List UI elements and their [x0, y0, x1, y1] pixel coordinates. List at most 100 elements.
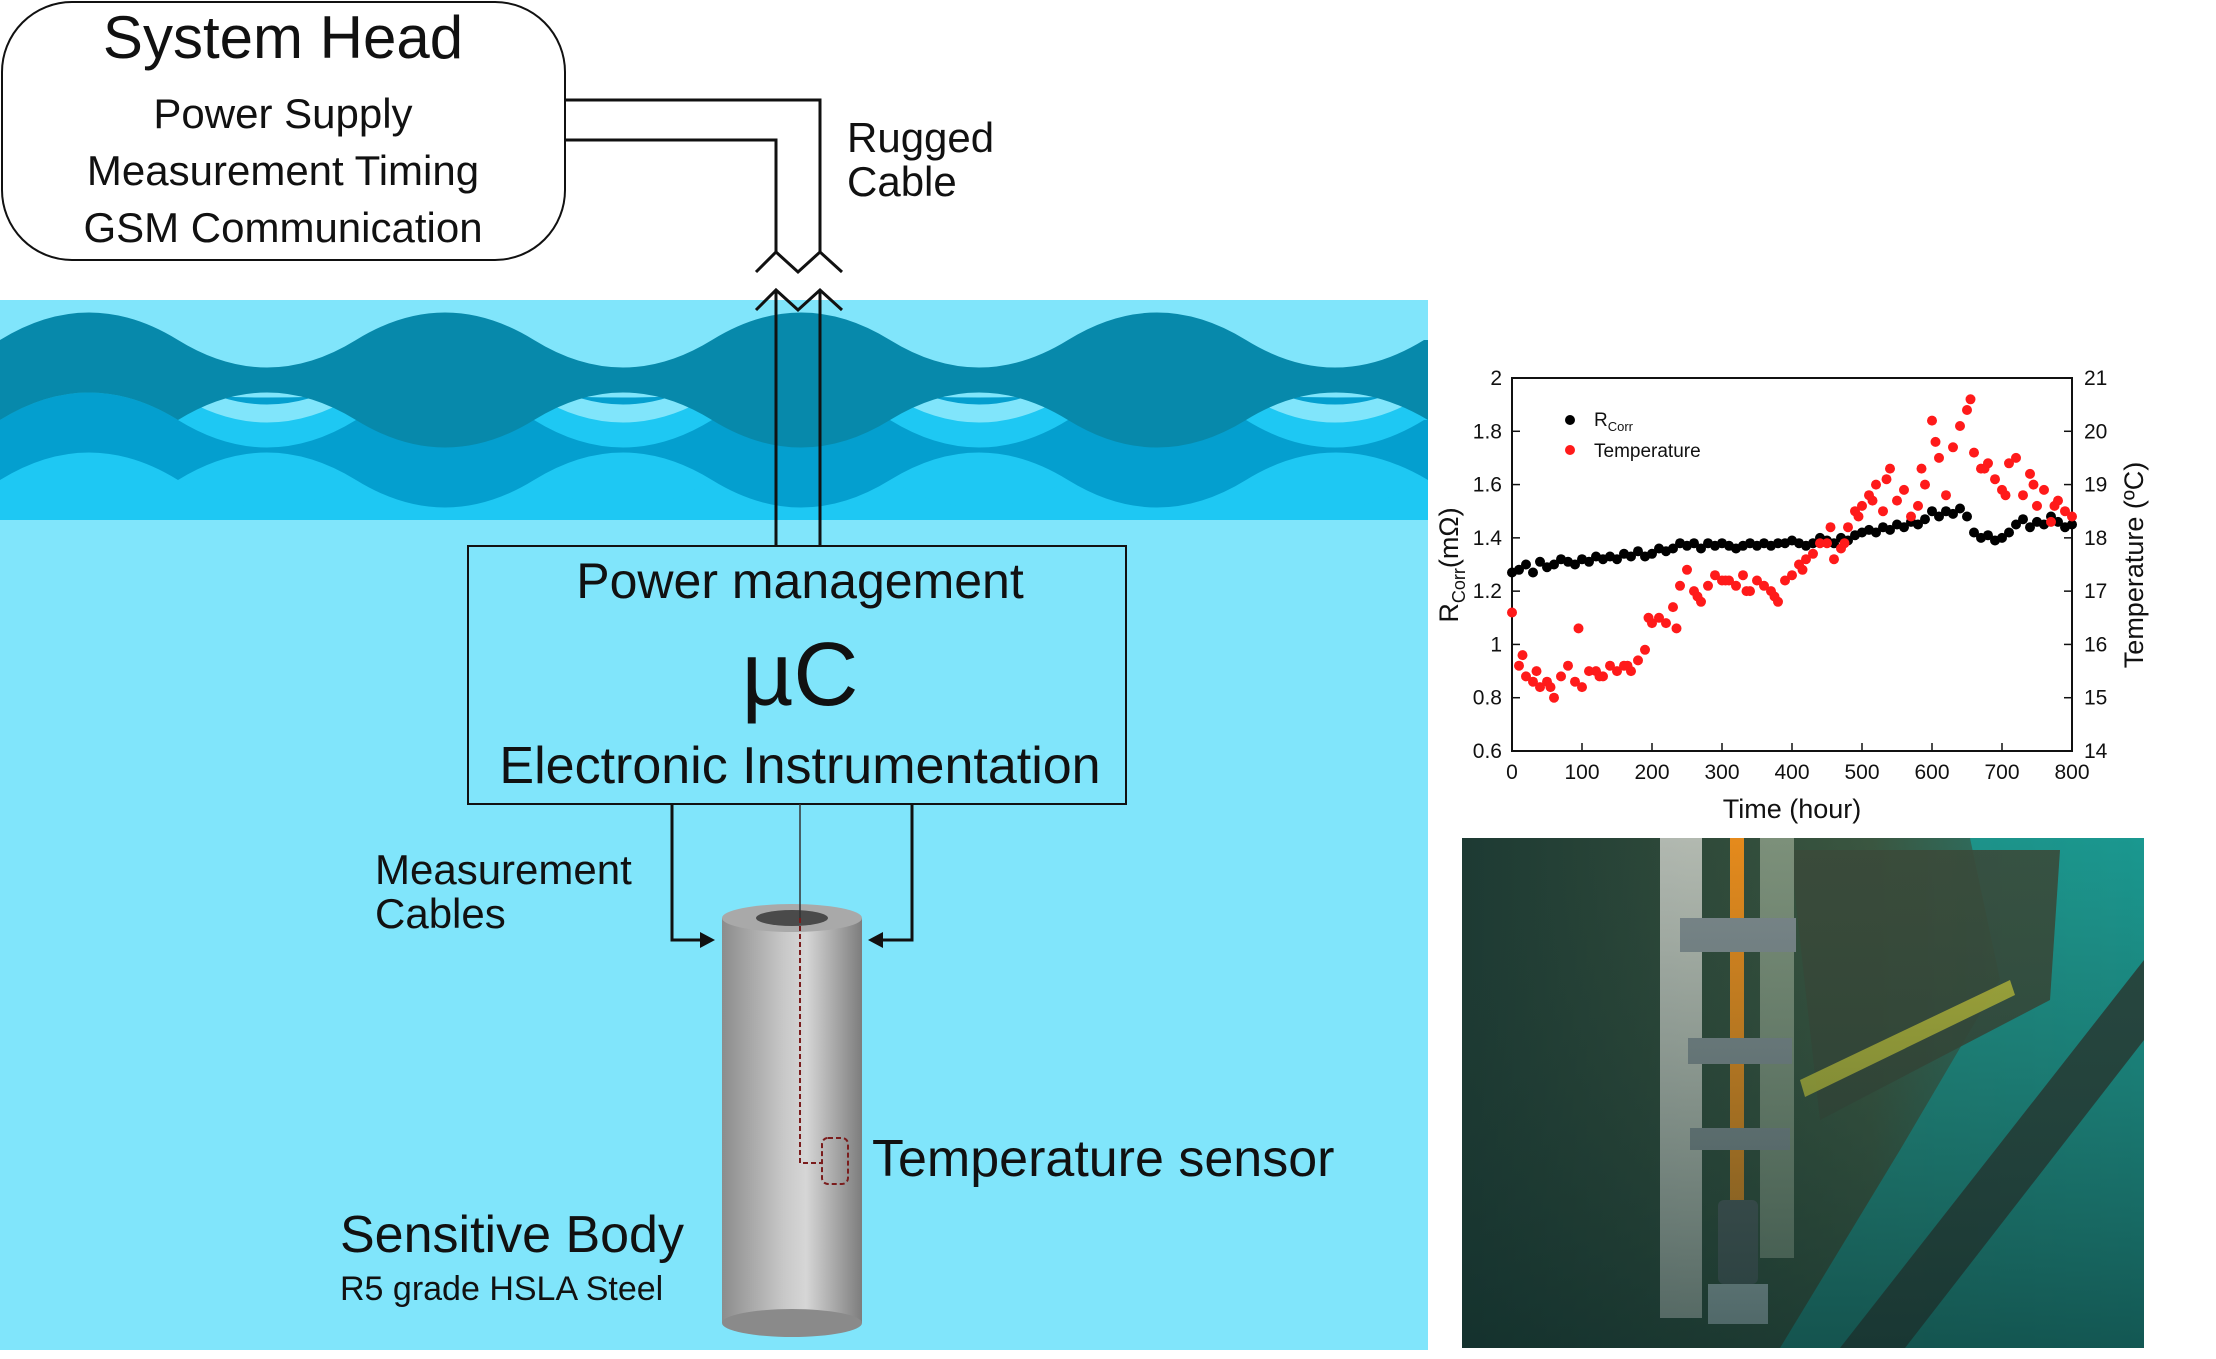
- y-right-tick-label: 15: [2084, 687, 2107, 710]
- temperature-point: [2018, 490, 2028, 501]
- rcorr-point: [2025, 522, 2035, 533]
- rcorr-point: [1899, 522, 1909, 533]
- temperature-point: [1857, 500, 1867, 511]
- y-right-tick-label: 19: [2084, 474, 2107, 497]
- legend: RCorr Temperature: [1565, 410, 1701, 462]
- temperature-point: [1853, 511, 1864, 522]
- rcorr-point: [2011, 519, 2021, 530]
- temperature-point: [1759, 580, 1769, 591]
- temperature-point: [2028, 479, 2039, 490]
- sensor-wire-internal: [799, 918, 822, 1164]
- cable-break-top: [754, 249, 844, 275]
- y-left-tick-label: 1.2: [1473, 580, 1502, 603]
- y-left-tick-label: 0.8: [1473, 687, 1502, 710]
- measurement-cable-right: [880, 804, 914, 942]
- temperature-point: [1710, 570, 1720, 581]
- measurement-label-line-1: Measurement: [375, 846, 632, 893]
- temperature-point: [1682, 564, 1692, 575]
- temperature-point: [2039, 484, 2049, 495]
- temperature-point: [1692, 591, 1703, 602]
- temperature-point: [1563, 660, 1573, 671]
- measurement-cables: [670, 804, 914, 942]
- y-left-tick-label: 1.8: [1473, 420, 1502, 443]
- temperature-point: [1633, 655, 1643, 666]
- temperature-point: [1605, 660, 1615, 671]
- arrow-right-head: [868, 932, 883, 948]
- temperature-point: [1780, 575, 1790, 586]
- cable-label-line-2: Cable: [847, 158, 957, 205]
- temperature-point: [1514, 660, 1524, 671]
- rcorr-point: [1626, 551, 1636, 562]
- photo-shade: [1462, 838, 2144, 1348]
- temperature-point: [1594, 671, 1605, 682]
- temperature-point: [2011, 452, 2021, 463]
- module-line-instrumentation: Electronic Instrumentation: [499, 737, 1100, 795]
- rcorr-point: [1647, 548, 1657, 559]
- temperature-point: [1535, 682, 1545, 693]
- temperature-point: [1892, 495, 1902, 506]
- rcorr-point: [2004, 527, 2014, 538]
- temperature-point: [1531, 666, 1542, 677]
- measurement-label-line-2: Cables: [375, 890, 506, 937]
- temperature-point: [1881, 474, 1892, 485]
- legend-marker-rcorr: [1565, 415, 1575, 425]
- temperature-sensor-label: Temperature sensor: [872, 1130, 1334, 1188]
- y-right-axis-label: Temperature (ºC): [2119, 462, 2149, 668]
- cable-break-bottom: [754, 287, 844, 313]
- rcorr-point: [1955, 503, 1965, 514]
- temperature-point: [1867, 495, 1878, 506]
- rcorr-point: [1934, 511, 1944, 522]
- temperature-point: [1815, 538, 1825, 549]
- temperature-point: [1878, 506, 1888, 517]
- underwater-photo: [1462, 838, 2144, 1348]
- rcorr-point: [1829, 538, 1839, 549]
- temperature-point: [1720, 575, 1731, 586]
- sensitive-body-title: Sensitive Body: [340, 1206, 684, 1264]
- temperature-point: [1731, 580, 1741, 591]
- temperature-point: [1787, 570, 1797, 581]
- temperature-point: [2049, 500, 2060, 511]
- series-temperature: [1507, 394, 2077, 703]
- wave-band-dark: [0, 312, 1428, 448]
- electronics-module: Power management µC Electronic Instrumen…: [467, 545, 1127, 805]
- temperature-point: [1577, 682, 1587, 693]
- temperature-point: [2025, 468, 2035, 479]
- temperature-point: [1661, 618, 1671, 629]
- x-tick-label: 700: [1984, 761, 2019, 784]
- temperature-point: [1517, 650, 1528, 661]
- cable-label-line-1: Rugged: [847, 114, 994, 161]
- y-right-tick-label: 18: [2084, 527, 2107, 550]
- temperature-point: [1797, 564, 1808, 575]
- rcorr-point: [1612, 554, 1622, 565]
- y-right-axis-ticks: 14 15 16 17 18 19 20 21: [2064, 367, 2108, 763]
- temperature-point: [1584, 666, 1594, 677]
- rcorr-point: [1983, 530, 1993, 541]
- y-right-tick-label: 14: [2084, 740, 2108, 763]
- rcorr-point: [1808, 538, 1818, 549]
- temperature-point: [1825, 522, 1836, 533]
- legend-label-temperature: Temperature: [1594, 441, 1701, 462]
- rcorr-point: [1584, 556, 1594, 567]
- rcorr-point: [1871, 527, 1881, 538]
- rcorr-point: [1885, 524, 1895, 535]
- legend-marker-temperature: [1565, 445, 1575, 455]
- temperature-point: [1906, 511, 1916, 522]
- rcorr-point: [1570, 559, 1580, 570]
- temperature-point: [1654, 612, 1664, 623]
- rcorr-point: [1696, 543, 1706, 554]
- temperature-point: [1741, 586, 1752, 597]
- arrow-left-head: [700, 932, 715, 948]
- y-left-axis-label: RCorr(mΩ): [1434, 507, 1469, 622]
- rcorr-point: [2018, 514, 2028, 525]
- x-tick-label: 300: [1704, 761, 1739, 784]
- x-tick-label: 400: [1774, 761, 1809, 784]
- system-head-title: System Head: [103, 4, 463, 71]
- temperature-point: [2046, 516, 2056, 527]
- temperature-point: [1769, 591, 1780, 602]
- y-left-tick-label: 1.6: [1473, 474, 1502, 497]
- module-line-power: Power management: [576, 553, 1024, 609]
- temperature-point: [2032, 500, 2042, 511]
- temperature-point: [1640, 644, 1650, 655]
- temperature-point: [1843, 522, 1853, 533]
